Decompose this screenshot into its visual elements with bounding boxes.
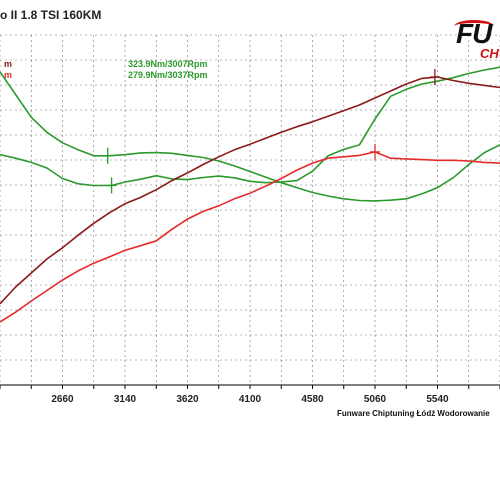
x-tick-label: 5060 xyxy=(364,394,387,405)
x-tick-label: 3140 xyxy=(114,394,137,405)
series-line-tuned-power xyxy=(0,76,500,305)
logo-text-sub: CH xyxy=(480,46,499,61)
marker-layer xyxy=(102,69,440,194)
series-line-stock-torque xyxy=(0,66,500,187)
tuned-torque-peak-label: 323.9Nm/3007Rpm xyxy=(128,59,208,69)
chart-title: o II 1.8 TSI 160KM xyxy=(0,8,102,22)
x-tick-label: 3620 xyxy=(176,394,199,405)
stock-power-legend-clip: m xyxy=(4,70,13,80)
tuned-power-legend-clip: m xyxy=(4,59,13,69)
x-tick-label: 4100 xyxy=(239,394,262,405)
x-tick-labels: 2660 3140 3620 4100 4580 5060 5540 xyxy=(51,394,449,405)
stock-torque-peak-label: 279.9Nm/3037Rpm xyxy=(128,70,208,80)
footer-credit: Funware Chiptuning Łódź Wodorowanie xyxy=(337,409,490,418)
logo-swoosh xyxy=(454,20,494,33)
x-tick-label: 5540 xyxy=(426,394,449,405)
series-line-tuned-torque xyxy=(0,71,500,202)
series-line-stock-power xyxy=(0,151,500,323)
brand-logo: FU CH xyxy=(452,16,500,62)
x-tick-label: 2660 xyxy=(51,394,74,405)
grid-layer xyxy=(0,34,500,389)
series-layer xyxy=(0,66,500,323)
x-tick-label: 4580 xyxy=(301,394,324,405)
logo-text-main: FU xyxy=(456,18,492,49)
